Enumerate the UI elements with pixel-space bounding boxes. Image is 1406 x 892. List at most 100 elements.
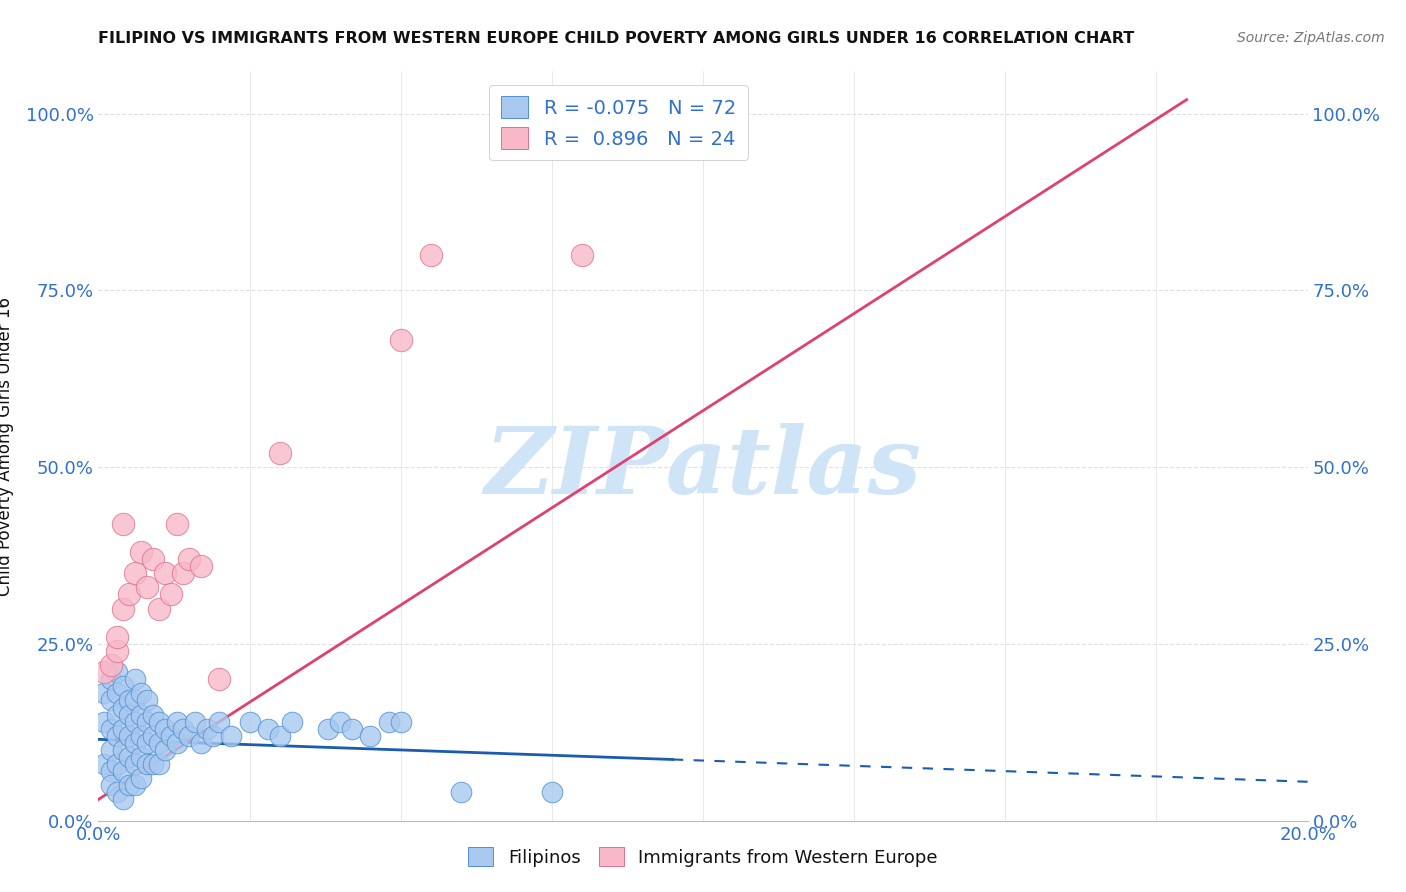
Point <box>100 658 122 673</box>
Point <box>105 707 128 722</box>
Point <box>166 736 188 750</box>
Point <box>124 673 146 687</box>
Point <box>329 714 352 729</box>
Point <box>135 757 157 772</box>
Point <box>100 722 122 736</box>
Point <box>111 700 134 714</box>
Point <box>389 714 412 729</box>
Point <box>124 714 146 729</box>
Point <box>450 785 472 799</box>
Point <box>93 665 115 680</box>
Point <box>135 736 157 750</box>
Point <box>142 552 165 566</box>
Point <box>153 566 176 581</box>
Point <box>111 764 134 779</box>
Point <box>129 707 152 722</box>
Point <box>256 722 278 736</box>
Point <box>142 757 165 772</box>
Y-axis label: Child Poverty Among Girls Under 16: Child Poverty Among Girls Under 16 <box>0 296 14 596</box>
Point <box>105 686 128 700</box>
Point <box>153 743 176 757</box>
Point <box>377 714 399 729</box>
Point <box>111 722 134 736</box>
Point <box>124 736 146 750</box>
Point <box>105 665 128 680</box>
Point <box>166 714 188 729</box>
Legend: Filipinos, Immigrants from Western Europe: Filipinos, Immigrants from Western Europ… <box>461 840 945 874</box>
Point <box>93 714 115 729</box>
Point <box>100 764 122 779</box>
Point <box>124 566 146 581</box>
Point <box>661 107 683 121</box>
Point <box>221 729 243 743</box>
Point <box>118 707 141 722</box>
Point <box>166 516 188 531</box>
Point <box>118 778 141 792</box>
Point <box>105 785 128 799</box>
Point <box>124 757 146 772</box>
Point <box>190 736 212 750</box>
Point <box>571 248 593 262</box>
Point <box>129 750 152 764</box>
Point <box>129 729 152 743</box>
Point <box>148 757 170 772</box>
Point <box>129 545 152 559</box>
Point <box>100 693 122 707</box>
Point <box>142 707 165 722</box>
Point <box>124 693 146 707</box>
Point <box>153 722 176 736</box>
Point <box>148 736 170 750</box>
Point <box>190 559 212 574</box>
Point <box>281 714 304 729</box>
Point <box>118 693 141 707</box>
Point <box>111 679 134 693</box>
Point <box>316 722 339 736</box>
Point <box>540 785 562 799</box>
Point <box>93 686 115 700</box>
Point <box>142 729 165 743</box>
Point <box>93 757 115 772</box>
Point <box>135 714 157 729</box>
Point <box>389 333 412 347</box>
Point <box>269 446 291 460</box>
Point <box>129 686 152 700</box>
Text: ZIPatlas: ZIPatlas <box>485 424 921 514</box>
Point <box>208 714 231 729</box>
Text: FILIPINO VS IMMIGRANTS FROM WESTERN EUROPE CHILD POVERTY AMONG GIRLS UNDER 16 CO: FILIPINO VS IMMIGRANTS FROM WESTERN EURO… <box>98 31 1135 46</box>
Point <box>118 587 141 601</box>
Point <box>148 601 170 615</box>
Point <box>111 792 134 806</box>
Point <box>160 587 183 601</box>
Point <box>111 601 134 615</box>
Point <box>129 771 152 785</box>
Legend: R = -0.075   N = 72, R =  0.896   N = 24: R = -0.075 N = 72, R = 0.896 N = 24 <box>489 85 748 161</box>
Point <box>420 248 443 262</box>
Point <box>195 722 218 736</box>
Point <box>160 729 183 743</box>
Point <box>105 729 128 743</box>
Point <box>360 729 382 743</box>
Point <box>135 580 157 594</box>
Point <box>239 714 262 729</box>
Point <box>124 778 146 792</box>
Point <box>269 729 291 743</box>
Point <box>105 757 128 772</box>
Point <box>100 743 122 757</box>
Point <box>118 750 141 764</box>
Point <box>111 516 134 531</box>
Point <box>148 714 170 729</box>
Point <box>184 714 207 729</box>
Point <box>105 630 128 644</box>
Point <box>342 722 364 736</box>
Point <box>208 673 231 687</box>
Text: Source: ZipAtlas.com: Source: ZipAtlas.com <box>1237 31 1385 45</box>
Point <box>172 566 194 581</box>
Point <box>118 729 141 743</box>
Point <box>135 693 157 707</box>
Point <box>105 644 128 658</box>
Point <box>111 743 134 757</box>
Point <box>172 722 194 736</box>
Point <box>179 552 201 566</box>
Point <box>100 673 122 687</box>
Point <box>100 778 122 792</box>
